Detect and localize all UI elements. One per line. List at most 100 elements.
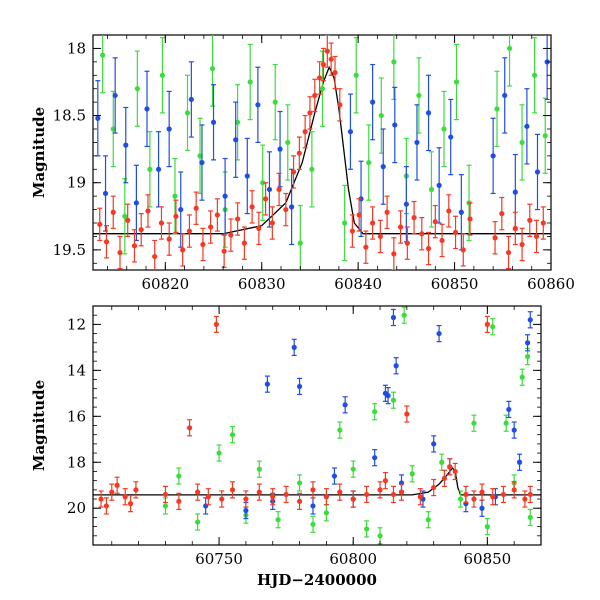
data-point-red	[511, 481, 517, 499]
x-tick-label: 60850	[431, 275, 479, 293]
data-point-red	[363, 230, 369, 264]
data-point-red	[370, 206, 376, 240]
data-point-blue	[425, 74, 432, 152]
data-point-blue	[490, 117, 496, 195]
data-point-red	[467, 202, 473, 236]
data-point-red	[186, 419, 193, 437]
data-point-red	[262, 182, 269, 216]
data-point-blue	[431, 435, 437, 453]
y-tick-label: 18.5	[53, 107, 86, 125]
data-point-green	[350, 460, 356, 478]
data-point-blue	[310, 497, 316, 515]
data-point-green	[425, 511, 431, 529]
data-point-blue	[403, 166, 409, 243]
data-point-green	[172, 157, 178, 235]
data-point-red	[283, 485, 289, 504]
data-point-red	[364, 485, 370, 504]
data-point-red	[390, 485, 397, 504]
data-point-red	[332, 55, 338, 90]
top-y-axis-label: Magnitude	[30, 107, 48, 198]
data-point-green	[366, 124, 372, 201]
data-point-red	[316, 61, 323, 95]
data-point-blue	[524, 88, 530, 165]
data-point-green	[372, 403, 378, 421]
data-point-red	[377, 219, 383, 254]
data-point-blue	[393, 357, 399, 375]
data-point-red	[328, 42, 334, 76]
y-tick-label: 18	[67, 453, 86, 471]
x-tick-label: 60830	[238, 275, 286, 293]
data-point-red	[356, 198, 362, 232]
data-point-blue	[506, 400, 512, 419]
data-point-red	[425, 231, 432, 266]
data-point-red	[324, 35, 330, 68]
data-point-red	[103, 497, 110, 515]
data-point-red	[241, 226, 247, 260]
data-point-red	[193, 191, 199, 225]
data-point-red	[122, 488, 128, 506]
data-point-green	[272, 63, 278, 141]
data-point-red	[269, 206, 275, 240]
data-point-green	[296, 474, 303, 492]
data-point-red	[417, 488, 423, 506]
top-points-layer	[95, 35, 550, 270]
data-point-blue	[502, 57, 508, 134]
data-point-blue	[188, 61, 194, 138]
data-point-green	[519, 104, 525, 181]
data-point-red	[296, 136, 302, 170]
data-point-green	[503, 414, 509, 432]
data-point-red	[398, 483, 405, 501]
data-point-blue	[203, 497, 209, 515]
data-point-blue	[291, 338, 297, 357]
data-point-blue	[178, 171, 184, 248]
data-point-green	[484, 517, 490, 536]
data-point-red	[310, 481, 316, 499]
data-point-blue	[144, 70, 150, 148]
top-axes-layer: 60820 60830 60840 60850 60860 18 18.5 19 19.5	[53, 34, 575, 293]
data-point-blue	[448, 98, 454, 176]
data-point-green	[457, 490, 464, 508]
data-point-green	[342, 184, 348, 262]
data-point-red	[256, 483, 262, 501]
data-point-red	[441, 469, 448, 487]
data-point-red	[133, 481, 139, 499]
data-point-red	[432, 204, 438, 239]
y-tick-label: 20	[67, 499, 86, 517]
data-point-red	[404, 405, 410, 423]
y-tick-label: 12	[67, 315, 86, 333]
data-point-green	[441, 90, 447, 168]
data-point-red	[110, 195, 116, 229]
data-point-red	[195, 483, 201, 501]
data-point-green	[409, 465, 415, 483]
data-point-red	[228, 218, 234, 252]
data-point-red	[446, 194, 452, 228]
data-point-red	[484, 315, 490, 334]
data-point-green	[428, 151, 435, 228]
data-point-red	[162, 485, 169, 504]
data-point-red	[337, 88, 343, 122]
data-point-green	[494, 70, 500, 148]
data-point-red	[471, 490, 477, 508]
bottom-y-axis-label: Magnitude	[30, 380, 48, 471]
data-point-red	[276, 172, 282, 207]
data-point-blue	[166, 90, 172, 168]
data-point-green	[416, 57, 422, 134]
data-point-blue	[266, 151, 273, 228]
data-point-red	[166, 222, 172, 256]
data-point-red	[249, 190, 255, 224]
data-point-red	[283, 192, 289, 227]
data-point-blue	[331, 467, 338, 485]
data-point-red	[382, 472, 389, 490]
top-panel: 60820 60830 60840 60850 60860 18 18.5 19 19.5 Ma…	[30, 34, 575, 293]
data-point-red	[219, 490, 225, 508]
y-tick-label: 18	[67, 39, 86, 57]
data-point-red	[527, 203, 533, 238]
data-point-green	[229, 426, 236, 444]
data-point-red	[117, 235, 123, 270]
data-point-red	[138, 213, 144, 247]
data-point-blue	[385, 386, 391, 405]
data-point-blue	[155, 131, 162, 208]
data-point-green	[353, 37, 359, 114]
data-point-blue	[392, 86, 398, 164]
